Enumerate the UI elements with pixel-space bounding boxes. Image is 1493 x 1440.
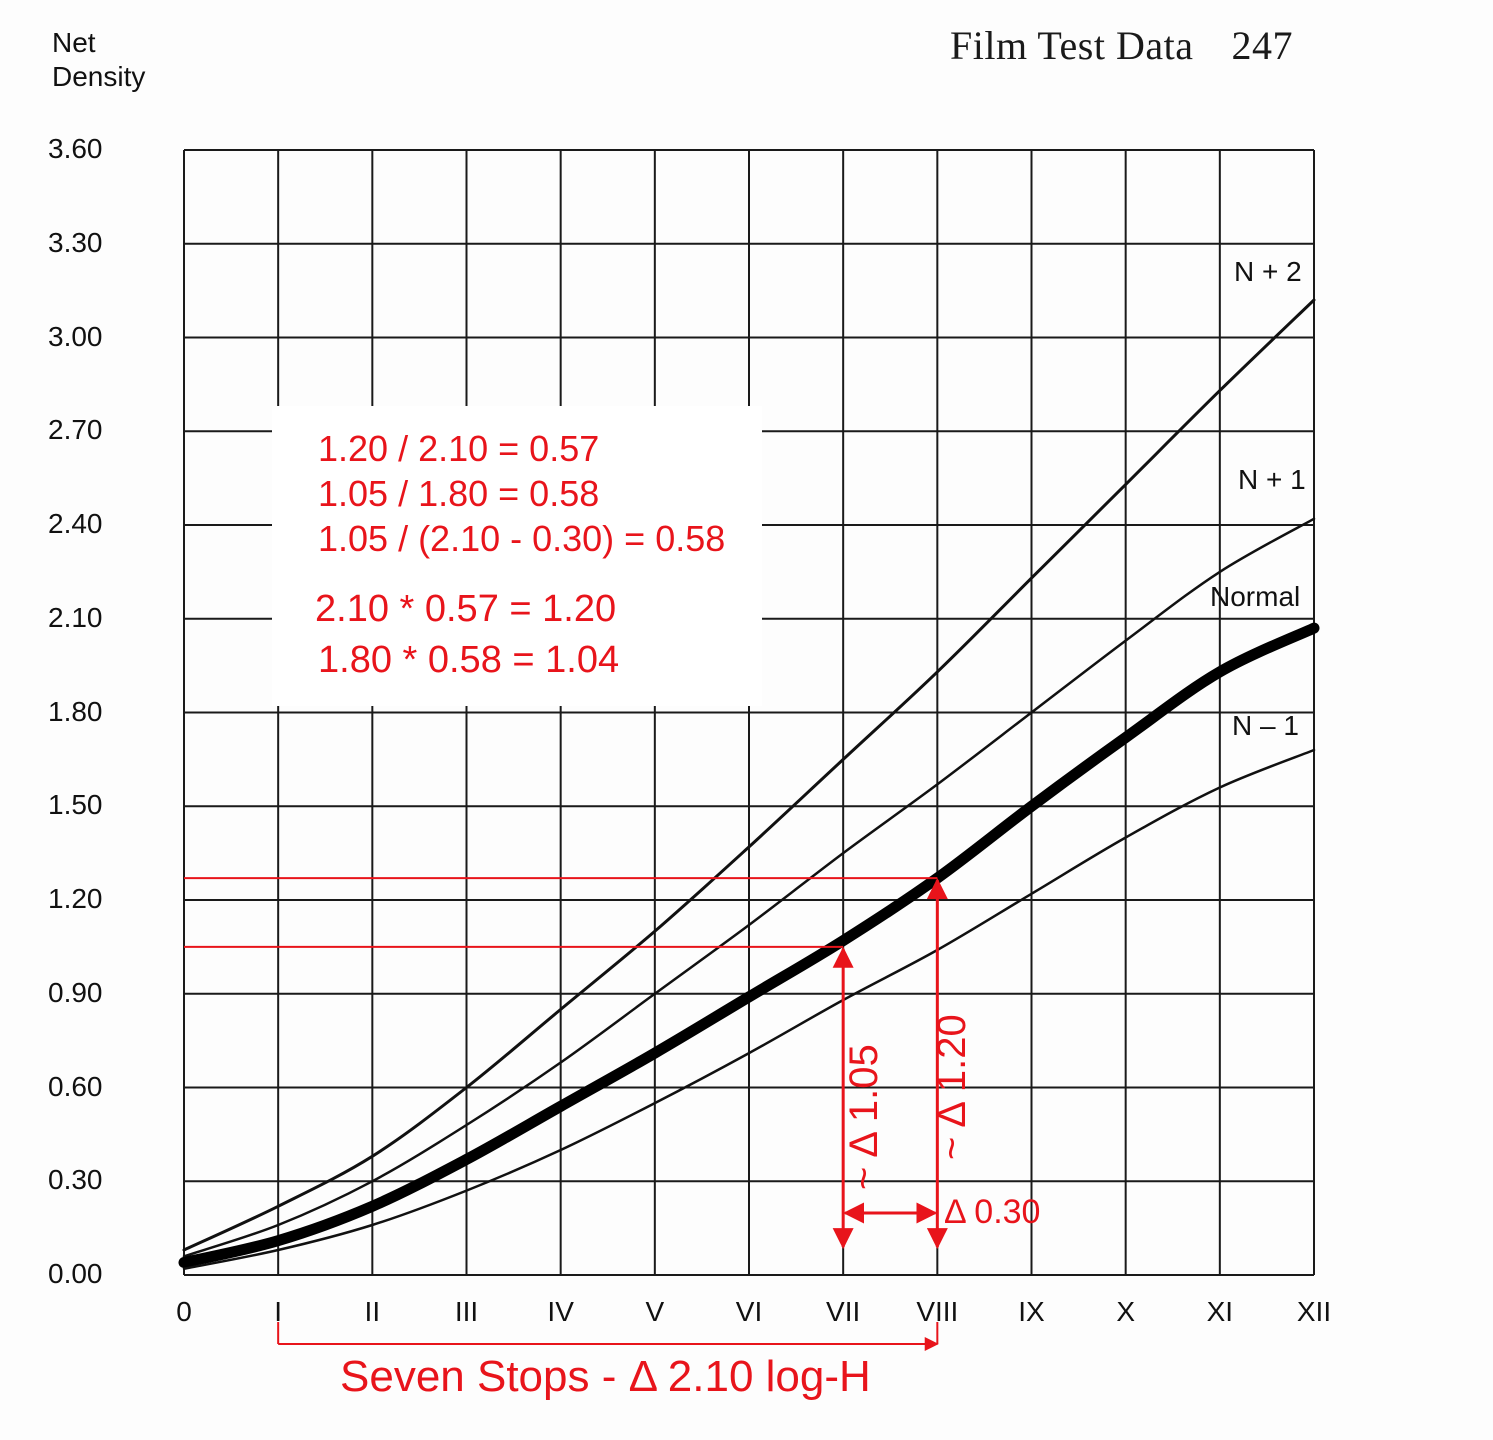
page-number: 247 (1231, 23, 1293, 68)
curve-label-n-plus-2: N + 2 (1234, 256, 1302, 287)
y-tick-label: 2.40 (48, 508, 103, 539)
delta-120-label: ~ Δ 1.20 (930, 1014, 974, 1160)
x-tick-label: VII (826, 1296, 861, 1327)
y-axis-title: Net Density (52, 26, 145, 94)
series-line-n-minus-1 (182, 748, 1316, 1271)
calc-note-1: 1.20 / 2.10 = 0.57 (318, 428, 600, 469)
series-line-n-plus-1 (182, 517, 1316, 1258)
series-line-normal (178, 622, 1320, 1268)
curve-label-n-minus-1: N – 1 (1232, 710, 1299, 741)
y-axis-title-line1: Net (52, 27, 96, 58)
page-header: Film Test Data 247 (950, 22, 1331, 69)
curve-label-normal: Normal (1210, 581, 1301, 612)
y-tick-label: 0.60 (48, 1070, 103, 1102)
y-tick-label: 2.70 (48, 414, 103, 446)
seven-stops-label: Seven Stops - Δ 2.10 log-H (340, 1352, 871, 1401)
y-tick-label: 3.60 (48, 133, 103, 164)
x-tick-label: IX (1018, 1296, 1045, 1327)
x-tick-label: 0 (176, 1296, 192, 1327)
calc-note-4: 2.10 * 0.57 = 1.20 (315, 588, 617, 630)
x-tick-label: V (645, 1296, 665, 1327)
y-tick-label: 2.10 (48, 601, 103, 633)
delta-105-label: ~ Δ 1.05 (842, 1044, 886, 1190)
x-tick-label: VIII (916, 1296, 959, 1327)
delta-030-label: Δ 0.30 (944, 1193, 1041, 1231)
calc-note-5: 1.80 * 0.58 = 1.04 (318, 639, 620, 681)
calc-note-3: 1.05 / (2.10 - 0.30) = 0.58 (318, 518, 726, 559)
y-tick-label: 0.90 (48, 976, 103, 1008)
x-tick-label: XII (1296, 1296, 1332, 1327)
x-tick-label: X (1116, 1296, 1135, 1327)
calculation-notes-box: 1.20 / 2.10 = 0.57 1.05 / 1.80 = 0.58 1.… (272, 406, 762, 706)
x-tick-label: VI (735, 1296, 763, 1327)
curve-label-n-plus-1: N + 1 (1238, 464, 1306, 495)
y-tick-label: 1.80 (48, 695, 103, 727)
x-tick-label: III (454, 1296, 479, 1327)
x-tick-label: IV (547, 1296, 574, 1327)
series-line-n-plus-2 (182, 298, 1316, 1252)
x-tick-label: II (364, 1296, 381, 1327)
x-tick-label: I (274, 1296, 283, 1327)
y-tick-label: 1.20 (48, 883, 103, 914)
page-header-title: Film Test Data (950, 23, 1194, 68)
y-tick-label: 0.00 (48, 1258, 103, 1289)
calc-note-2: 1.05 / 1.80 = 0.58 (318, 473, 600, 514)
x-tick-label: XI (1206, 1296, 1234, 1327)
y-axis-title-line2: Density (52, 61, 146, 92)
y-tick-label: 1.50 (48, 789, 103, 821)
y-tick-label: 3.00 (48, 320, 103, 352)
y-tick-label: 3.30 (48, 226, 103, 258)
y-tick-label: 0.30 (48, 1164, 103, 1196)
